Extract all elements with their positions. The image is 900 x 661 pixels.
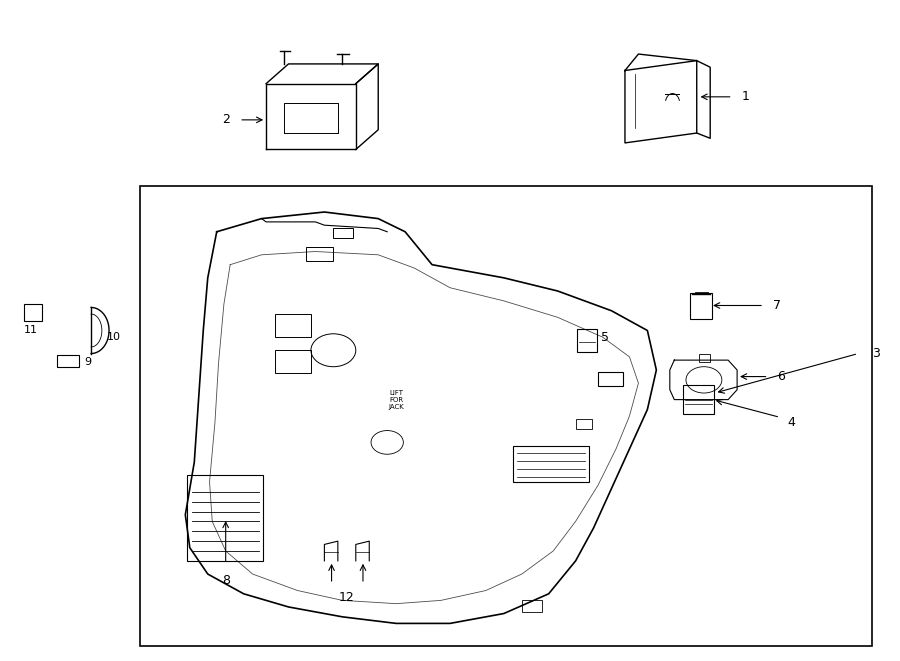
Bar xyxy=(576,419,592,429)
Bar xyxy=(275,314,310,337)
Text: 9: 9 xyxy=(84,357,91,367)
Text: 5: 5 xyxy=(600,330,608,344)
Bar xyxy=(522,600,542,612)
Text: 1: 1 xyxy=(742,91,750,103)
FancyBboxPatch shape xyxy=(690,293,712,319)
Text: 10: 10 xyxy=(107,332,122,342)
Text: 4: 4 xyxy=(787,416,795,429)
Bar xyxy=(306,247,333,261)
Bar xyxy=(187,475,264,561)
Text: 2: 2 xyxy=(222,114,230,126)
Text: 12: 12 xyxy=(339,590,355,603)
Text: 3: 3 xyxy=(872,347,880,360)
Bar xyxy=(275,350,310,373)
Bar xyxy=(23,304,41,321)
Text: 6: 6 xyxy=(778,370,786,383)
Text: LIFT
FOR
JACK: LIFT FOR JACK xyxy=(388,389,404,410)
Bar xyxy=(513,446,590,482)
Text: 8: 8 xyxy=(221,574,230,587)
FancyBboxPatch shape xyxy=(683,385,714,414)
Bar xyxy=(699,354,710,362)
Bar xyxy=(333,228,353,239)
FancyBboxPatch shape xyxy=(140,186,872,646)
FancyBboxPatch shape xyxy=(578,329,597,352)
Text: 11: 11 xyxy=(23,325,38,335)
Bar xyxy=(598,372,623,387)
Text: 7: 7 xyxy=(773,299,781,312)
Bar xyxy=(57,355,79,367)
